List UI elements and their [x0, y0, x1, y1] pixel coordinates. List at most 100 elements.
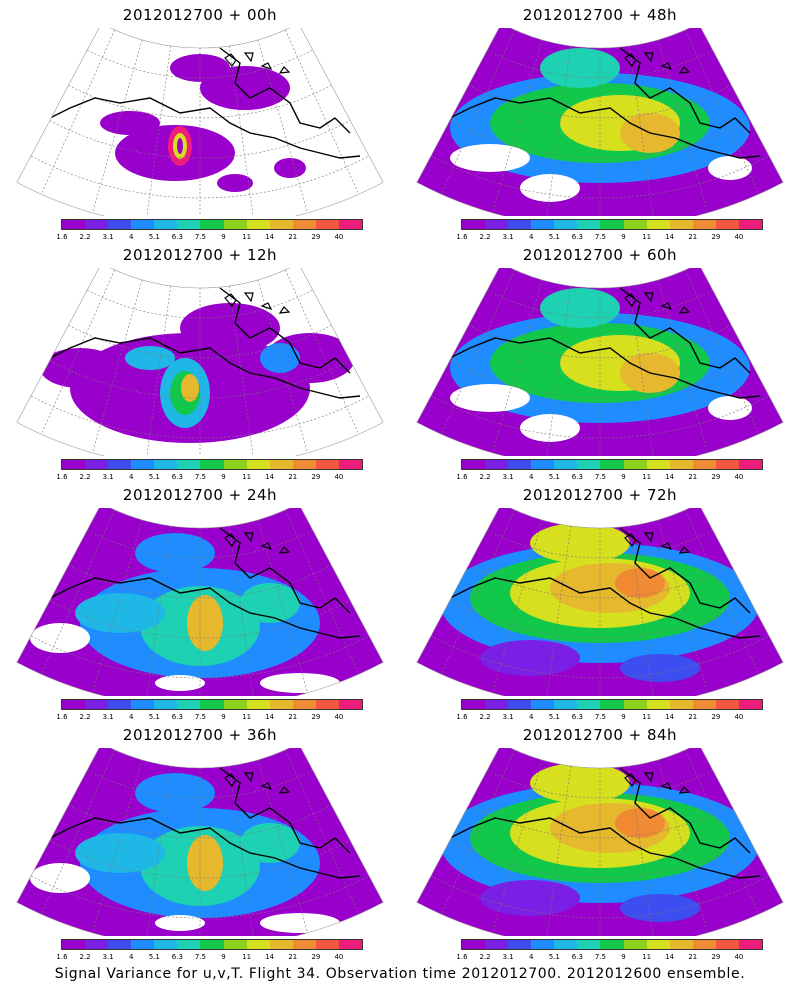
- colorbar-swatch: [177, 460, 201, 469]
- colorbar-label: 14: [665, 953, 675, 961]
- colorbar-label: 2.2: [479, 953, 491, 961]
- map-boundary: [416, 268, 784, 456]
- colorbar-label: 29: [711, 713, 721, 721]
- colorbar-swatch: [554, 940, 578, 949]
- colorbar-label: 4: [128, 233, 134, 241]
- latitude-line: [68, 84, 332, 119]
- colorbar-swatch: [269, 700, 293, 709]
- colorbar-swatch: [692, 460, 716, 469]
- colorbar-swatch: [485, 940, 509, 949]
- colorbar-label: 3.1: [102, 233, 114, 241]
- variance-region: [620, 654, 700, 682]
- colorbar-swatch: [646, 940, 670, 949]
- variance-region: [180, 303, 280, 353]
- variance-region: [30, 863, 90, 893]
- colorbar-label: 9: [621, 953, 626, 961]
- colorbar-swatch: [623, 220, 647, 229]
- latitude-line: [487, 769, 713, 799]
- coastline: [39, 577, 361, 639]
- variance-region: [708, 156, 752, 180]
- variance-region: [530, 523, 630, 563]
- latitude-line: [430, 395, 770, 439]
- latitude-line: [468, 564, 732, 599]
- colorbar-label: 9: [221, 473, 226, 481]
- colorbar-swatch: [269, 940, 293, 949]
- colorbar: [461, 219, 763, 230]
- latitude-line: [449, 120, 751, 159]
- coastline: [219, 767, 351, 854]
- colorbar-swatch: [485, 460, 509, 469]
- colorbar-swatch: [715, 700, 739, 709]
- colorbar-swatch: [85, 460, 109, 469]
- colorbar-label: 11: [242, 233, 252, 241]
- island-outlines: [624, 532, 691, 554]
- colorbar-swatch: [715, 220, 739, 229]
- variance-region: [260, 673, 340, 693]
- colorbar-swatch: [508, 700, 532, 709]
- colorbar-swatch: [669, 220, 693, 229]
- colorbar-swatch: [315, 700, 339, 709]
- colorbar-label: 2.2: [479, 233, 491, 241]
- colorbar-swatch: [623, 940, 647, 949]
- colorbar-label: 29: [311, 233, 321, 241]
- latitude-line: [49, 840, 351, 879]
- colorbar-label: 7.5: [194, 713, 207, 721]
- map-field: [416, 508, 784, 696]
- colorbar-label: 4: [528, 713, 534, 721]
- colorbar-swatch: [177, 220, 201, 229]
- colorbar-label: 6.3: [571, 953, 583, 961]
- colorbar-label: 14: [265, 953, 275, 961]
- colorbar-swatch: [62, 460, 86, 469]
- colorbar: [461, 699, 763, 710]
- map-boundary: [16, 268, 384, 456]
- panel-title: 2012012700 + 24h: [122, 486, 278, 504]
- colorbar-swatch: [600, 700, 624, 709]
- colorbar-label: 21: [688, 233, 698, 241]
- colorbar-label: 29: [711, 953, 721, 961]
- colorbar-label: 9: [221, 713, 226, 721]
- map-field: [16, 268, 384, 456]
- colorbar-swatch: [223, 460, 247, 469]
- panel-00h: 2012012700 + 00h 1.6 2.2 3.1 4 5.1 6.3 7.5 9 11 1…: [0, 0, 400, 245]
- variance-region: [155, 915, 205, 931]
- colorbar-swatch: [738, 460, 763, 469]
- colorbar-label: 2.2: [79, 233, 91, 241]
- variance-region: [450, 384, 530, 412]
- colorbar-swatch: [223, 220, 247, 229]
- colorbar-label: 1.6: [456, 713, 468, 721]
- colorbar-label: 40: [734, 233, 744, 241]
- island-outlines: [624, 772, 691, 794]
- colorbar-label: 7.5: [194, 233, 207, 241]
- colorbar-label: 40: [334, 713, 344, 721]
- colorbar-label: 6.3: [171, 473, 183, 481]
- colorbar-swatch: [462, 220, 486, 229]
- colorbar-label: 40: [334, 953, 344, 961]
- colorbar-swatch: [646, 460, 670, 469]
- variance-region: [181, 374, 199, 402]
- latitude-line: [87, 49, 313, 79]
- colorbar-swatch: [315, 940, 339, 949]
- latitude-line: [49, 600, 351, 639]
- colorbar-swatch: [292, 220, 316, 229]
- colorbar-label: 29: [711, 233, 721, 241]
- colorbar-swatch: [338, 220, 363, 229]
- colorbar-swatch: [508, 460, 532, 469]
- variance-region: [708, 396, 752, 420]
- colorbar-swatch: [531, 700, 555, 709]
- colorbar-label: 21: [688, 713, 698, 721]
- colorbar-label: 40: [734, 713, 744, 721]
- colorbar-label: 7.5: [194, 953, 207, 961]
- colorbar-label: 4: [528, 473, 534, 481]
- colorbar-label: 14: [265, 233, 275, 241]
- latitude-line: [449, 600, 751, 639]
- island-outlines: [624, 52, 691, 74]
- colorbar-swatch: [108, 460, 132, 469]
- colorbar-label: 29: [311, 953, 321, 961]
- colorbar-label: 14: [665, 233, 675, 241]
- colorbar-label: 3.1: [102, 473, 114, 481]
- colorbar-label: 11: [642, 233, 652, 241]
- colorbar-label: 29: [311, 713, 321, 721]
- colorbar-swatch: [177, 940, 201, 949]
- latitude-line: [430, 875, 770, 919]
- colorbar-label: 7.5: [594, 713, 607, 721]
